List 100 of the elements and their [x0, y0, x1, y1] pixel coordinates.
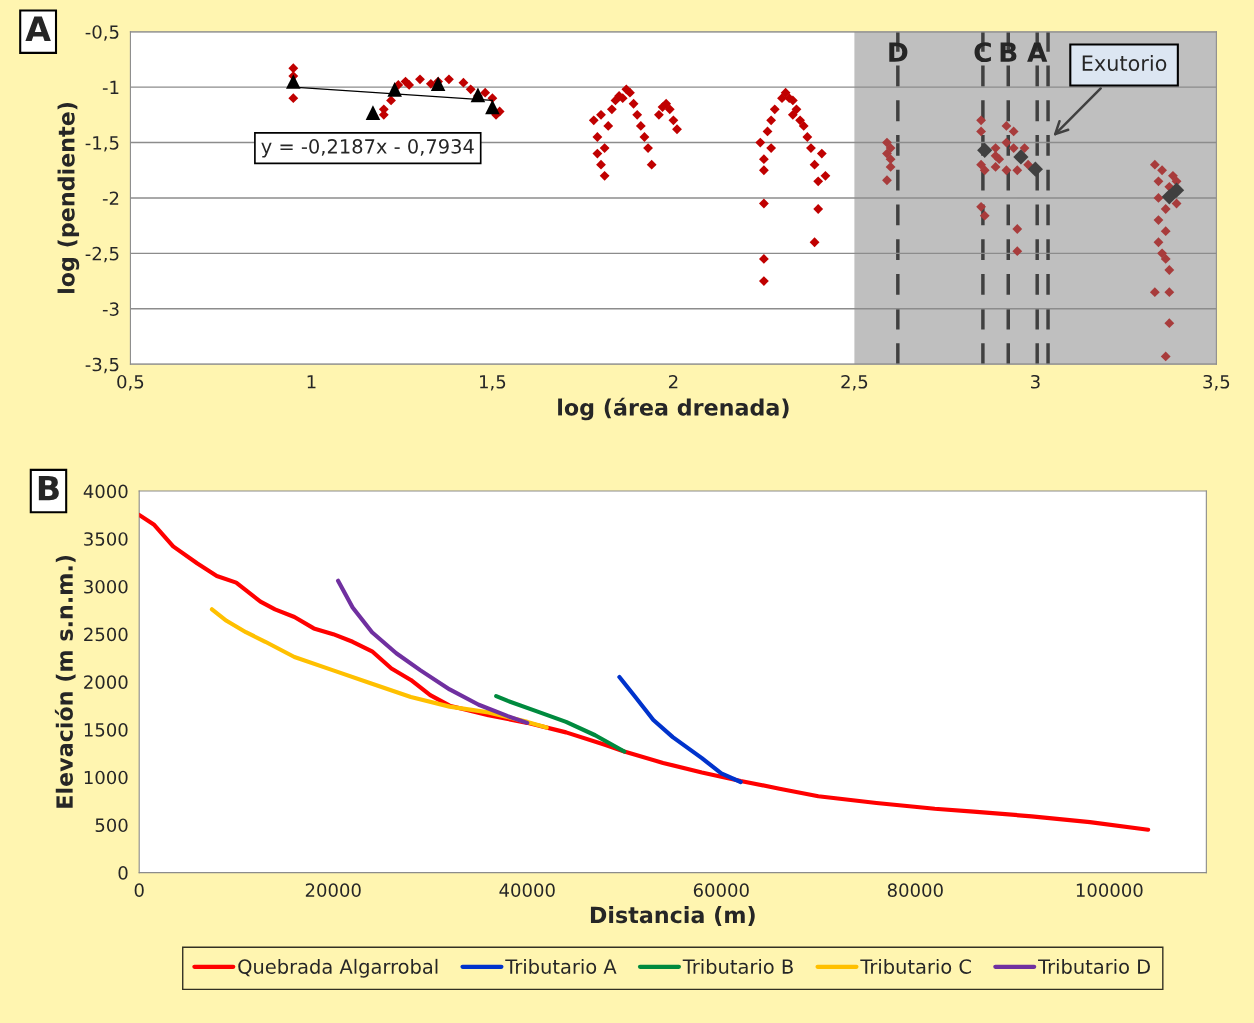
x-tick-label: 1,5	[480, 375, 506, 391]
y-tick-label: -3,5	[85, 357, 119, 374]
y-tick-label: 0	[118, 866, 128, 880]
point	[1168, 182, 1185, 198]
point	[979, 210, 990, 221]
legend-label: Tributario B	[682, 958, 793, 974]
point	[1160, 253, 1171, 264]
point	[976, 201, 986, 212]
point	[1160, 204, 1171, 214]
point	[1012, 165, 1023, 176]
line-series	[139, 512, 1151, 832]
y-tick-label: -3	[102, 302, 119, 316]
ref-line-label: D	[889, 42, 908, 62]
point	[976, 126, 986, 137]
point	[387, 82, 402, 97]
point	[1153, 193, 1164, 203]
legend-label: Quebrada Algarrobal	[238, 958, 438, 978]
y-tick-label: 2000	[84, 675, 128, 689]
y-tick-label: 2500	[84, 627, 128, 642]
point	[1164, 287, 1175, 298]
point	[885, 162, 896, 172]
y-tick-label: 4000	[83, 484, 128, 499]
point	[976, 115, 986, 126]
point	[1149, 159, 1160, 170]
x-axis-title: log (área drenada)	[558, 397, 789, 421]
point	[994, 154, 1005, 165]
point	[977, 142, 993, 158]
legend-label: Tributario C	[860, 958, 971, 974]
legend-label: Tributario D	[1038, 958, 1151, 974]
point	[1013, 149, 1029, 165]
y-tick-label: -0,5	[85, 25, 119, 41]
line-series	[209, 607, 549, 730]
y-axis-title: log (pendiente)	[57, 102, 80, 293]
point	[470, 87, 486, 103]
y-tick-label: -1	[102, 80, 119, 94]
point	[1153, 215, 1164, 226]
point	[1001, 121, 1012, 131]
point	[1001, 137, 1012, 148]
point	[485, 99, 500, 115]
point	[990, 143, 1001, 153]
ref-line-label: C	[974, 42, 991, 63]
x-tick-label: 80000	[887, 883, 943, 898]
legend-label: Tributario A	[505, 958, 617, 974]
point	[1008, 126, 1019, 137]
y-tick-label: -1,5	[85, 136, 119, 152]
point	[430, 76, 446, 92]
annotation: y = -0,2187x - 0,7934	[261, 139, 474, 158]
line-series	[617, 674, 743, 785]
point	[1012, 246, 1023, 257]
x-axis-title: Distancia (m)	[590, 906, 755, 926]
point	[1161, 189, 1177, 205]
y-tick-label: 3500	[84, 532, 128, 546]
point	[286, 74, 301, 89]
point	[1001, 165, 1012, 176]
line-series	[335, 578, 530, 725]
annotation: Exutorio	[1082, 54, 1167, 72]
y-axis-title: Elevación (m s.n.m.)	[54, 555, 76, 808]
point	[1164, 318, 1175, 329]
text: A	[25, 16, 51, 41]
point	[976, 159, 986, 170]
y-tick-label: -2	[102, 191, 119, 205]
point	[1008, 143, 1019, 153]
text: B	[38, 475, 59, 501]
x-tick-label: 0	[134, 883, 144, 898]
point	[1160, 226, 1171, 237]
ref-line-label: B	[1000, 42, 1017, 62]
point	[990, 162, 1001, 172]
x-tick-label: 1	[307, 375, 316, 389]
point	[1164, 265, 1175, 275]
x-tick-label: 2	[668, 374, 678, 389]
point	[1153, 237, 1164, 248]
point	[1149, 287, 1160, 298]
line-series	[494, 694, 627, 754]
x-tick-label: 3	[1031, 374, 1040, 389]
point	[979, 165, 990, 176]
point	[882, 137, 892, 148]
point	[1012, 224, 1023, 234]
point	[1157, 165, 1167, 176]
point	[1023, 159, 1034, 170]
x-tick-label: 60000	[693, 883, 749, 898]
point	[1168, 170, 1178, 181]
point	[1157, 248, 1167, 259]
x-tick-label: 100000	[1076, 883, 1143, 898]
y-tick-label: 1000	[84, 770, 128, 785]
x-tick-label: 0,5	[117, 374, 144, 391]
y-tick-label: -2,5	[85, 246, 119, 263]
x-tick-label: 20000	[305, 883, 361, 898]
point	[885, 143, 896, 153]
y-tick-label: 500	[95, 818, 128, 833]
x-tick-label: 2,5	[841, 374, 868, 391]
x-tick-label: 3,5	[1203, 374, 1230, 391]
x-tick-label: 40000	[499, 883, 555, 898]
y-tick-label: 3000	[84, 579, 128, 594]
ref-line-label: A	[1027, 42, 1048, 62]
point	[882, 175, 892, 186]
point	[1019, 143, 1030, 153]
point	[1160, 351, 1171, 362]
point	[365, 105, 381, 120]
y-tick-label: 1500	[84, 722, 128, 737]
point	[1027, 161, 1043, 177]
